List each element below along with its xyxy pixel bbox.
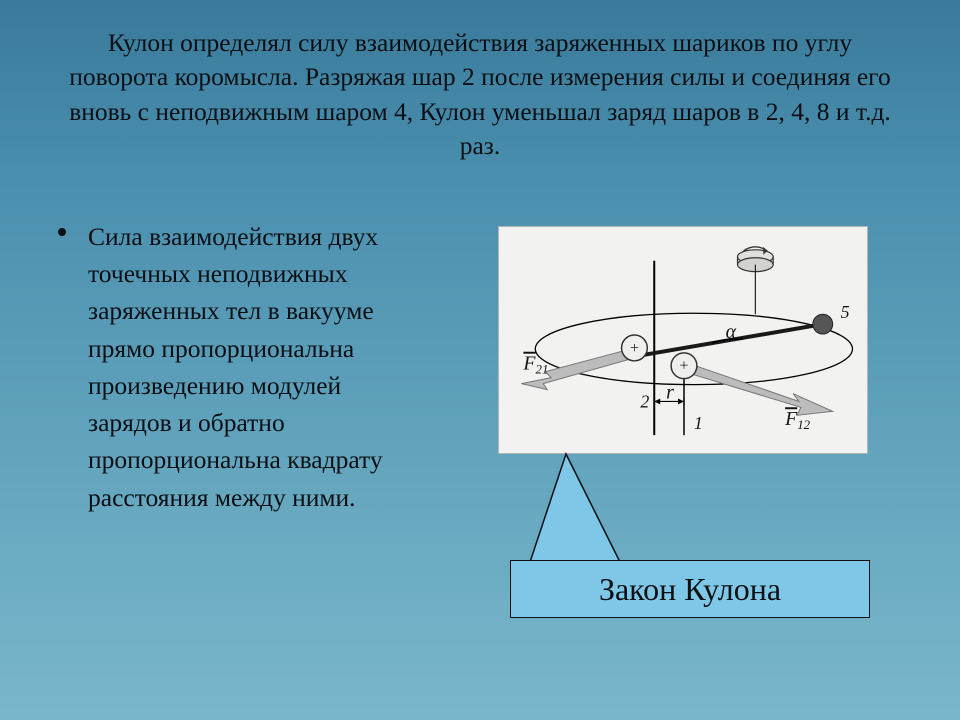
svg-text:+: + (680, 358, 689, 375)
svg-text:F21: F21 (522, 353, 548, 377)
law-label-box: Закон Кулона (510, 560, 870, 618)
r-label: r (666, 381, 674, 403)
alpha-label: α (726, 321, 737, 343)
body-paragraph: Сила взаимодействия двух точечных неподв… (88, 218, 408, 516)
diagram-svg: + + α r 1 2 5 F21 F12 (499, 227, 867, 453)
label-1: 1 (694, 413, 703, 433)
svg-text:+: + (630, 340, 639, 357)
slide: Кулон определял силу взаимодействия заря… (0, 0, 960, 720)
label-2: 2 (640, 391, 649, 411)
torsion-balance-diagram: + + α r 1 2 5 F21 F12 (498, 226, 868, 454)
label-5: 5 (841, 302, 850, 322)
law-label-text: Закон Кулона (599, 571, 781, 608)
bullet-dot (58, 228, 66, 236)
title-paragraph: Кулон определял силу взаимодействия заря… (60, 26, 900, 164)
